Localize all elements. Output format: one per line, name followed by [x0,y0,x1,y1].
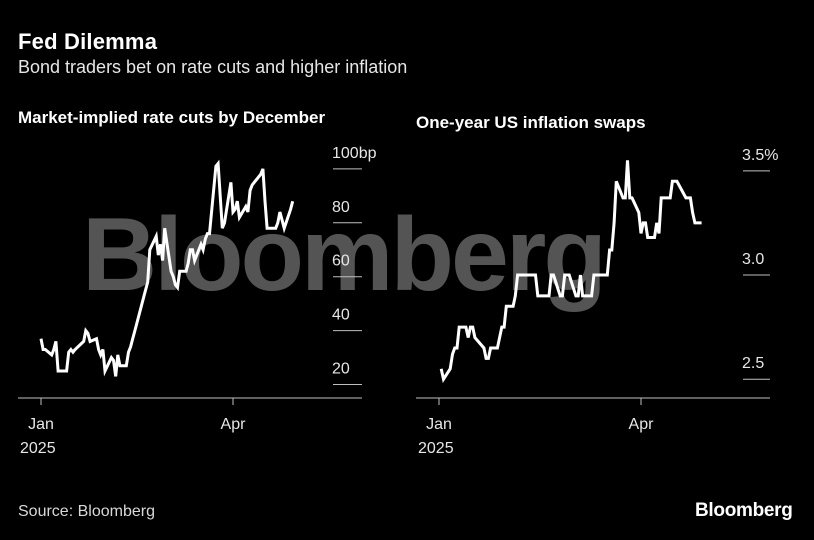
rc-x-year-label: 2025 [20,440,56,457]
inf-y-tick-label: 3.0 [742,251,764,268]
rc-y-tick-label: 60 [332,253,350,270]
rc-chart: 20 40 60 80 100bp Jan Apr 2025 [18,145,377,457]
chart-subtitle: Bond traders bet on rate cuts and higher… [18,57,408,77]
inf-x-tick-label: Jan [426,416,452,433]
inf-x-year-label: 2025 [418,440,454,457]
inf-x-tick-label: Apr [629,416,655,433]
bloomberg-logo: Bloomberg [695,500,793,521]
rc-y-tick-label: 20 [332,361,350,378]
inf-series-line [439,160,702,384]
inflation-swaps-panel-title: One-year US inflation swaps [416,113,646,132]
rc-y-tick-label: 100bp [332,145,377,162]
chart-title: Fed Dilemma [18,29,158,54]
rate-cuts-panel-title: Market-implied rate cuts by December [18,108,326,127]
rc-y-tick-label: 40 [332,307,350,324]
source-note: Source: Bloomberg [18,503,155,520]
inf-chart: 2.5 3.0 3.5% Jan Apr 2025 [416,147,778,457]
rc-series-line [39,159,295,377]
inf-y-tick-label: 3.5% [742,147,778,164]
rc-x-tick-label: Apr [221,416,247,433]
rc-y-tick-label: 80 [332,199,350,216]
rc-x-tick-label: Jan [28,416,54,433]
inf-y-tick-label: 2.5 [742,355,764,372]
